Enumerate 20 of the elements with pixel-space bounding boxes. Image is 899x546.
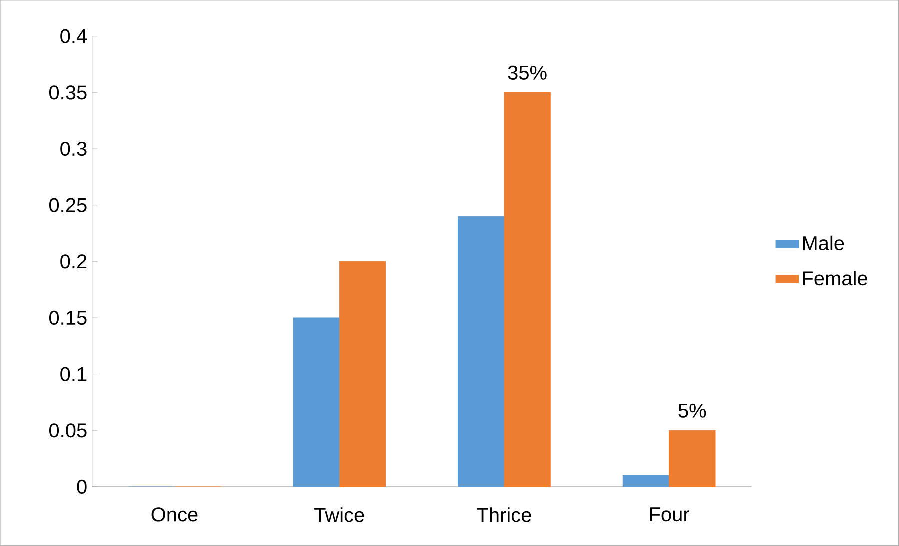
data-label: 35%	[508, 66, 547, 80]
y-tick-label: 0.25	[49, 198, 87, 212]
y-tick-label: 0.1	[60, 367, 87, 382]
x-tick-label: Thrice	[477, 508, 532, 522]
bar	[339, 261, 386, 487]
y-tick-label: 0.2	[60, 254, 87, 269]
y-tick-label: 0	[77, 480, 87, 494]
data-label: 5%	[678, 404, 706, 418]
y-tick-label: 0.4	[60, 29, 88, 44]
x-tick-label: Once	[152, 508, 198, 522]
x-tick-label: Four	[650, 508, 690, 522]
bar	[669, 430, 716, 487]
y-tick-label: 0.05	[49, 423, 87, 438]
legend-label: Female	[803, 270, 868, 286]
y-tick-label: 0.3	[60, 142, 87, 156]
bar	[504, 92, 551, 487]
y-tick-label: 0.15	[49, 310, 87, 325]
legend-label: Male	[803, 236, 844, 250]
y-tick-label: 0.35	[49, 85, 87, 100]
x-tick-label: Twice	[314, 508, 364, 522]
